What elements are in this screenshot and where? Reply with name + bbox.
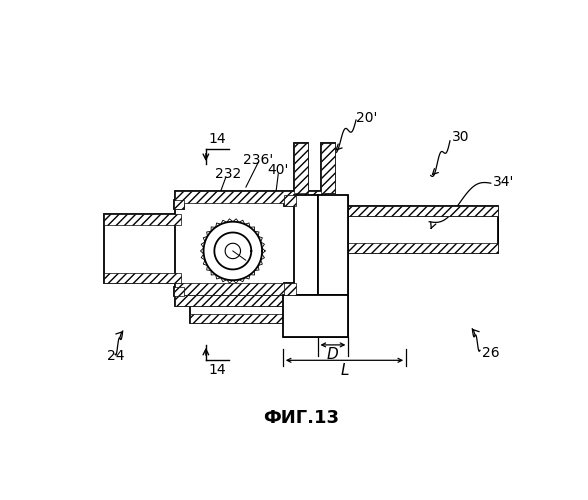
Polygon shape	[173, 287, 183, 296]
Polygon shape	[175, 191, 325, 295]
Text: 26: 26	[482, 346, 499, 360]
Polygon shape	[348, 216, 499, 252]
Polygon shape	[175, 295, 325, 306]
Polygon shape	[283, 295, 348, 337]
Polygon shape	[175, 282, 325, 295]
Text: 14: 14	[208, 362, 226, 376]
Polygon shape	[318, 194, 348, 295]
Text: 24: 24	[107, 350, 125, 364]
Text: 20': 20'	[356, 111, 377, 124]
Polygon shape	[191, 306, 310, 322]
Polygon shape	[191, 314, 310, 322]
Text: 232: 232	[215, 167, 241, 181]
Text: 34': 34'	[493, 174, 514, 188]
Polygon shape	[295, 143, 308, 193]
Polygon shape	[322, 143, 335, 193]
Polygon shape	[348, 206, 499, 216]
Polygon shape	[175, 295, 325, 306]
Text: 40': 40'	[268, 163, 289, 177]
Polygon shape	[285, 282, 296, 295]
Polygon shape	[348, 244, 499, 252]
Polygon shape	[348, 206, 499, 252]
Polygon shape	[283, 295, 348, 337]
Text: 236': 236'	[243, 153, 273, 167]
Polygon shape	[104, 214, 181, 225]
Text: ФИГ.13: ФИГ.13	[263, 409, 339, 427]
Polygon shape	[104, 214, 181, 284]
Polygon shape	[285, 194, 296, 205]
Text: L: L	[340, 362, 349, 378]
Polygon shape	[173, 200, 183, 209]
Polygon shape	[295, 194, 318, 295]
Polygon shape	[295, 143, 308, 193]
Text: 14: 14	[208, 132, 226, 146]
Polygon shape	[318, 194, 348, 295]
Polygon shape	[104, 272, 181, 283]
Polygon shape	[173, 200, 183, 209]
Polygon shape	[285, 194, 296, 205]
Polygon shape	[173, 287, 183, 296]
Text: 30: 30	[452, 130, 470, 144]
Polygon shape	[175, 191, 325, 203]
Polygon shape	[322, 143, 335, 193]
Polygon shape	[285, 282, 296, 295]
Polygon shape	[295, 194, 318, 295]
Text: D: D	[327, 347, 339, 362]
